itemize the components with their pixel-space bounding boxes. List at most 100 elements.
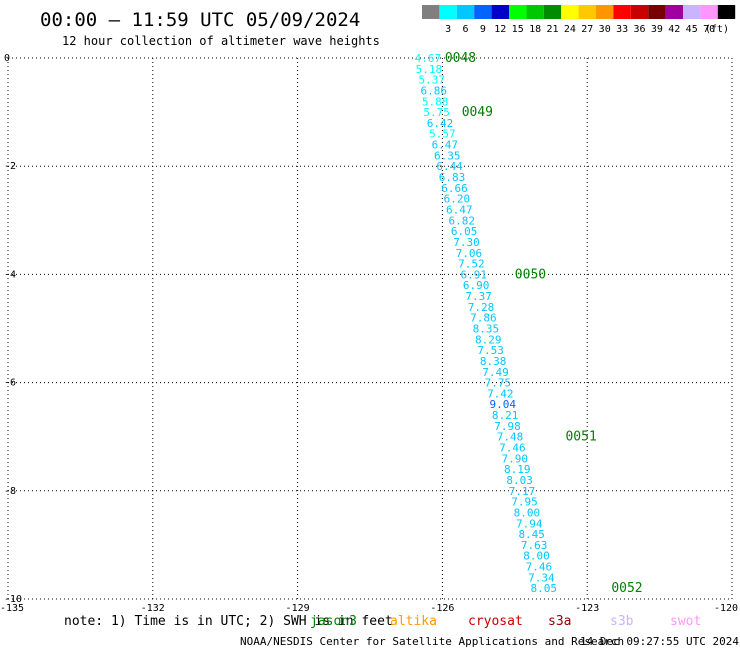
colorbar-label: 30 [599,24,611,35]
swh-data-label: 7.53 [477,344,504,357]
swh-data-label: 7.46 [526,561,553,574]
colorbar-label: 39 [651,24,663,35]
time-labels: 0048 0049 0050 0051 0052 [445,51,643,596]
swh-data-label: 7.37 [465,290,492,303]
swh-data-label: 8.38 [480,355,507,368]
colorbar-label: 70 [703,24,715,35]
swh-data-label: 7.95 [511,496,538,509]
colorbar: 3 6 9 12 15 18 21 24 27 30 33 36 39 42 45 70 [422,5,736,35]
y-tick-label: -6 [4,378,16,389]
swh-data-label: 7.90 [502,452,529,465]
swh-data-label: 4.67 [415,52,442,65]
swh-data-label: 6.90 [463,279,490,292]
plot-area [8,58,732,599]
swh-data-label: 6.83 [439,171,466,184]
swh-data-label: 6.35 [434,149,461,162]
swh-data-label: 6.86 [420,84,447,97]
x-tick-label: -135 [0,603,24,614]
grid-lines [7,57,733,600]
colorbar-swatch [543,5,562,19]
swh-data-label: 7.48 [497,431,524,444]
y-tick-label: -2 [4,161,16,172]
swh-data-label: 7.63 [521,539,548,552]
swh-data-label: 7.30 [453,236,480,249]
satellite-legend-item: cryosat [468,614,523,629]
colorbar-label: 9 [480,24,486,35]
swh-data-label: 6.05 [451,225,478,238]
satellite-legend: jason3 altika cryosat s3a s3b swot [310,614,701,629]
swh-data-label: 7.86 [470,312,497,325]
swh-data-label: 6.42 [427,117,454,130]
colorbar-swatch [578,5,596,19]
colorbar-label: 27 [581,24,593,35]
swh-data-label: 6.47 [432,139,459,152]
colorbar-swatch [717,5,736,19]
x-tick-label: -129 [286,603,310,614]
colorbar-swatch [491,5,509,19]
swh-data-label: 7.46 [499,442,526,455]
swh-data-label: 8.05 [531,582,558,595]
colorbar-swatch [456,5,475,19]
swh-data-label: 5.37 [419,74,446,87]
colorbar-swatch [422,5,440,19]
colorbar-label: 3 [445,24,451,35]
swh-data-label: 5.88 [422,95,449,108]
swh-data-label: 8.03 [506,474,533,487]
swh-data-label: 6.47 [446,203,473,216]
pass-time-label: 0050 [515,267,546,282]
swh-data-label: 6.82 [448,214,475,227]
colorbar-swatch [665,5,683,19]
satellite-legend-item: swot [670,614,701,629]
swh-data-label: 6.91 [461,268,488,281]
colorbar-swatch [700,5,718,19]
swh-data-label: 5.18 [416,63,443,76]
colorbar-label: 6 [462,24,468,35]
swh-data-label: 7.75 [485,377,512,390]
swh-data-label: 7.17 [509,485,536,498]
colorbar-swatch [630,5,649,19]
colorbar-swatch [648,5,666,19]
satellite-legend-item: s3b [610,614,634,629]
chart-subtitle: 12 hour collection of altimeter wave hei… [62,34,380,48]
colorbar-label: 45 [686,24,698,35]
satellite-legend-item: altika [390,614,437,629]
swh-data-label: 7.52 [458,258,485,271]
satellite-legend-item: jason3 [310,614,357,629]
y-tick-label: -10 [4,594,22,605]
swh-data-label: 7.94 [516,517,543,530]
swh-data-label: 8.21 [492,409,519,422]
pass-time-label: 0049 [462,105,493,120]
swh-data-label: 6.20 [444,193,471,206]
footer-credit: NOAA/NESDIS Center for Satellite Applica… [240,635,624,648]
colorbar-swatch [561,5,579,19]
colorbar-swatch [526,5,544,19]
colorbar-swatch [613,5,631,19]
colorbar-label: 42 [668,24,680,35]
y-tick-label: -4 [4,269,16,280]
swh-data-label: 7.06 [456,247,483,260]
colorbar-swatch [474,5,492,19]
swh-data-label: 7.49 [482,366,509,379]
data-labels: 4.675.185.376.865.885.756.425.576.476.35… [415,52,557,595]
colorbar-label: 12 [494,24,506,35]
swh-data-label: 8.45 [518,528,545,541]
swh-data-label: 6.66 [441,182,468,195]
chart-title: 00:00 — 11:59 UTC 05/09/2024 [40,9,360,31]
swh-data-label: 7.98 [494,420,521,433]
colorbar-swatch [439,5,457,19]
colorbar-label: 33 [616,24,628,35]
x-tick-label: -132 [141,603,165,614]
swh-data-label: 8.00 [523,550,550,563]
colorbar-label: 18 [529,24,541,35]
swh-data-label: 8.19 [504,463,531,476]
y-tick-label: -8 [4,486,16,497]
y-axis: 0 -2 -4 -6 -8 -10 [4,53,22,605]
pass-time-label: 0051 [565,430,596,445]
colorbar-label: 21 [546,24,558,35]
swh-data-label: 5.57 [429,128,456,141]
colorbar-unit: (ft) [705,24,729,35]
x-tick-label: -123 [575,603,599,614]
x-axis: -135 -132 -129 -126 -123 -120 [0,603,738,614]
x-tick-label: -126 [430,603,454,614]
